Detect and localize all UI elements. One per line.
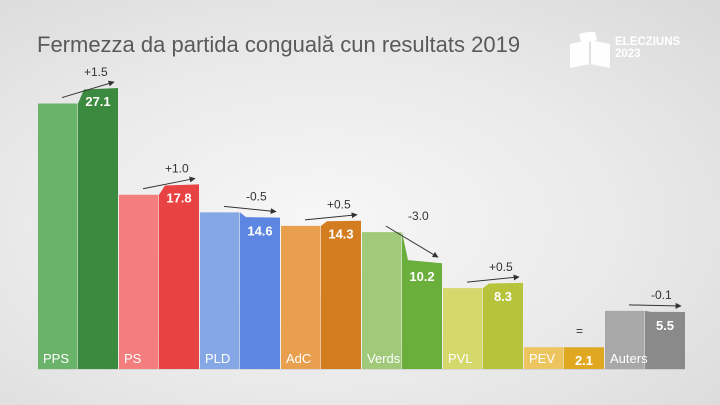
bar-2023 [240,212,280,369]
change-arrow [223,205,277,215]
bar-2019 [362,232,402,369]
change-arrow [628,302,682,309]
category-label: AdC [286,351,311,366]
value-label: 17.8 [166,190,191,205]
value-label: 2.1 [575,353,593,368]
value-label: 10.2 [409,269,434,284]
change-arrow [142,176,196,190]
bar-2019 [38,103,78,370]
bar-2023 [645,310,685,369]
value-label: 14.3 [328,227,353,242]
elections-logo-icon [570,32,610,68]
bar-2023 [483,282,523,369]
category-label: Verds [367,351,401,366]
value-label: 14.6 [247,224,272,239]
value-label: 8.3 [494,289,512,304]
bar-2023 [564,347,604,369]
change-label: +0.5 [489,260,513,274]
bar-2019 [281,225,321,369]
bar-2023 [402,232,442,369]
change-label: -3.0 [408,209,429,223]
category-label: PS [124,351,142,366]
change-arrow [61,80,115,99]
logo-line2: 2023 [615,48,641,60]
bar-2023 [321,220,361,369]
category-label: PVL [448,351,473,366]
change-label: -0.1 [651,288,672,302]
logo-text: ELECZIUNS 2023 [615,36,680,60]
change-label: +1.5 [84,65,108,79]
change-arrow [385,225,439,258]
bar-2019 [200,212,240,369]
change-label: +1.0 [165,161,189,175]
bar-2023 [159,184,199,369]
bar-2019 [605,310,645,369]
bar-2023 [78,88,118,369]
value-label: 5.5 [656,318,674,333]
bar-2019 [119,194,159,369]
bar-2019 [524,347,564,369]
category-label: PPS [43,351,69,366]
change-label: = [576,324,583,338]
category-label: PLD [205,351,230,366]
change-label: -0.5 [246,189,267,203]
logo-line1: ELECZIUNS [615,36,681,48]
category-label: Auters [610,351,648,366]
change-arrow [304,212,358,221]
bar-2019 [443,288,483,369]
chart-title: Fermezza da partida conguală cun resulta… [37,32,521,57]
change-arrow [466,274,520,283]
category-label: PEV [529,351,555,366]
change-label: +0.5 [327,198,351,212]
value-label: 27.1 [85,94,110,109]
